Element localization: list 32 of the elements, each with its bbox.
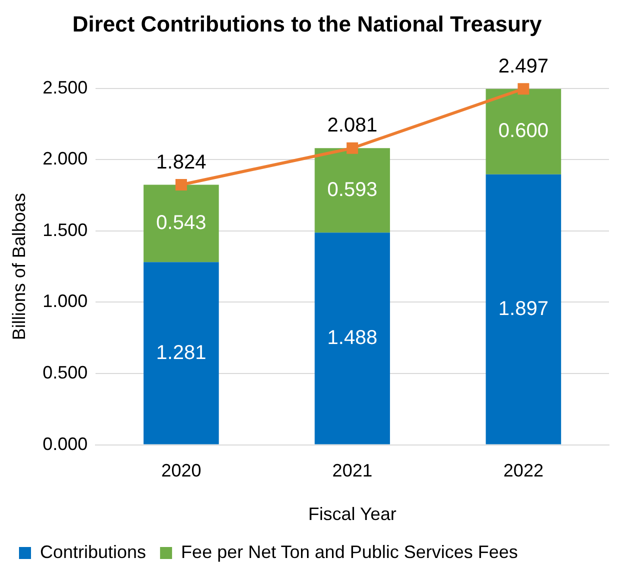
y-tick-label: 0.500 [42,362,88,382]
data-label: 2.497 [498,55,548,78]
y-tick-label: 0.000 [42,434,88,454]
x-axis-title: Fiscal Year [308,504,396,524]
data-label: 1.824 [156,151,206,174]
y-axis-title: Billions of Balboas [8,193,29,340]
y-tick-label: 2.000 [42,148,88,169]
x-tick-label: 2022 [503,460,544,481]
point [346,142,358,154]
point [175,179,187,191]
legend-label: Contributions [40,542,146,562]
chart-title: Direct Contributions to the National Treasury [72,11,542,36]
bar [314,148,390,233]
data-label: 1.488 [327,327,378,349]
y-tick-label: 1.000 [42,291,88,312]
bar [486,174,562,444]
bar [486,88,562,174]
bar [314,232,390,444]
legend-label: Fee per Net Ton and Public Services Fees [181,542,518,562]
x-tick-label: 2021 [332,460,372,481]
data-label: 2.081 [327,114,378,137]
x-tick-label: 2020 [161,460,202,481]
data-label: 0.600 [498,120,548,142]
data-label: 0.593 [327,178,378,201]
point [518,83,530,95]
data-label: 0.543 [156,212,206,234]
y-tick-label: 1.500 [42,220,88,240]
data-label: 1.281 [156,342,206,364]
y-tick-label: 2.500 [42,77,88,98]
bar [144,184,219,262]
bar [144,262,219,444]
data-label: 1.897 [498,298,548,320]
